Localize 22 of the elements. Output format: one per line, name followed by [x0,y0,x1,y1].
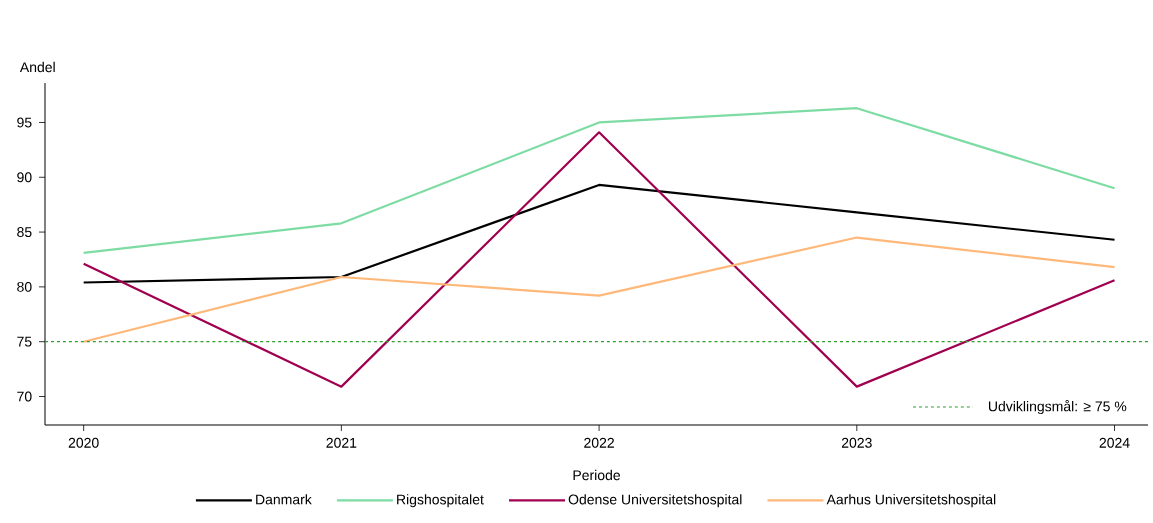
line-series [82,183,1116,284]
line-series [82,236,1116,343]
y-tick-label: 80 [17,281,32,292]
y-axis-title: Andel [19,61,55,73]
legend-label: Aarhus Universitetshospital [826,494,996,508]
y-tick-label: 90 [17,172,32,183]
y-tick-label: 75 [17,336,32,347]
legend-label: Udviklingsmål: ≥ 75 % [988,399,1127,415]
x-tick-label: 2023 [841,437,872,448]
legend-label: Rigshospitalet [397,494,484,508]
x-axis-title: Periode [573,469,621,481]
x-tick-label: 2021 [326,437,357,448]
legend-label: Odense Universitetshospital [568,494,742,508]
x-tick-label: 2022 [584,437,614,448]
y-tick-label: 70 [17,391,32,402]
x-tick-label: 2020 [68,437,99,448]
line-series [82,107,1116,254]
y-tick-label: 95 [17,117,32,128]
legend-label: Danmark [256,494,312,505]
line-series [82,131,1116,388]
y-tick-label: 85 [17,227,32,238]
x-tick-label: 2024 [1099,437,1130,448]
